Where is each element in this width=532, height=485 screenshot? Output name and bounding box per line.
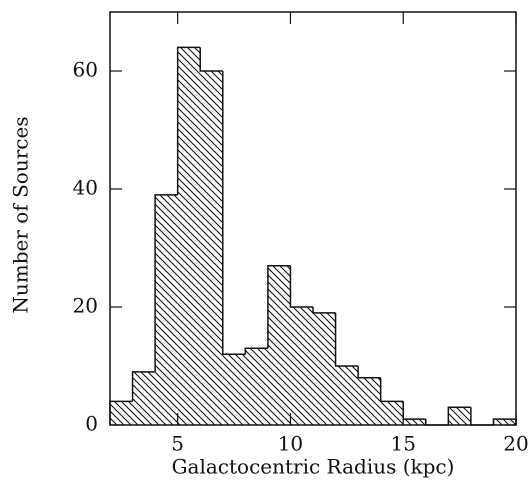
x-tick-label: 15 — [390, 432, 415, 456]
bar — [245, 348, 268, 425]
bar — [132, 371, 156, 425]
bar-outline — [244, 347, 268, 355]
plot-frame — [109, 11, 517, 426]
bar-outline — [312, 307, 336, 314]
bar-outline — [176, 46, 201, 195]
bar — [110, 401, 133, 425]
bar-outline — [154, 194, 178, 372]
bar — [493, 419, 516, 425]
x-tick-label: 5 — [171, 432, 184, 456]
y-axis-label: Number of Sources — [9, 116, 33, 313]
bar — [335, 366, 359, 425]
bar-outline — [379, 377, 404, 403]
bar-outline — [334, 312, 359, 367]
y-tick-label: 0 — [85, 412, 98, 436]
bar-outline — [447, 406, 471, 425]
bar-outline — [267, 264, 291, 349]
bar — [155, 194, 178, 425]
bar — [448, 407, 471, 425]
bar — [267, 265, 291, 425]
x-tick-label: 20 — [503, 432, 528, 456]
x-axis-label: Galactocentric Radius (kpc) — [172, 455, 455, 479]
bar-outline — [470, 407, 494, 426]
bar-outline — [357, 366, 381, 379]
bar-outline — [199, 47, 223, 72]
bar-outline — [222, 71, 246, 355]
bar-outline — [131, 371, 156, 402]
bar — [177, 47, 201, 426]
bar — [313, 312, 336, 425]
bar — [380, 401, 404, 425]
bar-outline — [402, 401, 426, 420]
y-tick-label: 40 — [73, 176, 98, 200]
bar-outline — [425, 419, 449, 426]
bar — [290, 307, 313, 425]
bar — [222, 354, 246, 425]
y-tick-label: 20 — [73, 294, 98, 318]
x-tick-label: 10 — [278, 432, 303, 456]
bar-outline — [289, 265, 313, 308]
bar — [358, 377, 381, 425]
bar — [403, 419, 426, 425]
y-tick-label: 60 — [73, 58, 98, 82]
bar — [200, 71, 223, 425]
